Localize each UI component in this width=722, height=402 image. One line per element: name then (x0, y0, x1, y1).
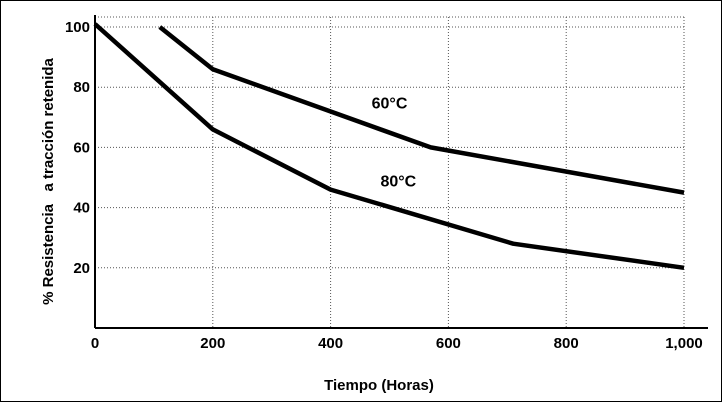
y-tick-label: 80 (73, 79, 90, 96)
y-tick-label: 20 (73, 260, 90, 277)
axes (94, 15, 708, 329)
x-tick-label: 200 (200, 335, 225, 352)
x-axis-title: Tiempo (Horas) (324, 377, 434, 394)
y-axis-title: % Resistencia a tracción retenida (40, 57, 57, 304)
x-tick-label: 600 (436, 335, 461, 352)
grid (95, 16, 685, 328)
x-tick-label: 400 (318, 335, 343, 352)
x-tick-label: 800 (554, 335, 579, 352)
tick-labels: 0 200 400 600 800 1,000 20 40 60 80 100 (65, 19, 703, 352)
series-label: 60°C (372, 95, 408, 112)
series-line (93, 22, 685, 271)
series-line (158, 25, 685, 195)
series-label: 80°C (380, 174, 416, 191)
x-tick-label: 0 (91, 335, 99, 352)
series-layer: 60°C 80°C (93, 22, 685, 271)
y-tick-label: 100 (65, 19, 90, 36)
y-tick-label: 60 (73, 139, 90, 156)
y-tick-label: 40 (73, 200, 90, 217)
x-tick-label: 1,000 (665, 335, 703, 352)
